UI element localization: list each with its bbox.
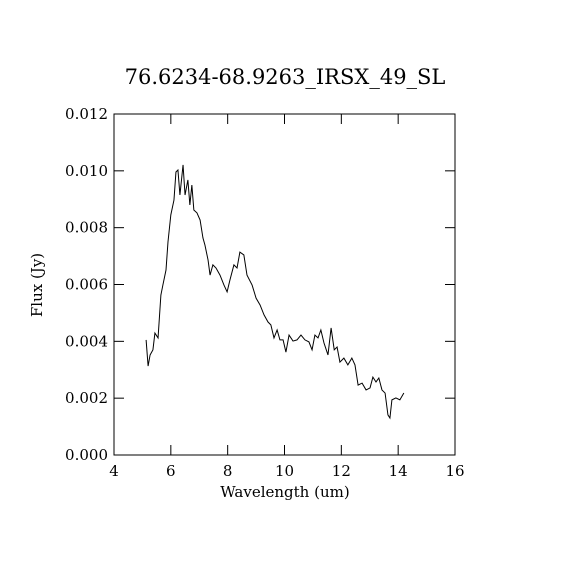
y-tick-label: 0.002 — [65, 389, 108, 407]
y-tick-label: 0.010 — [65, 162, 108, 180]
x-axis-label: Wavelength (um) — [220, 483, 349, 501]
y-tick-label: 0.004 — [65, 332, 108, 350]
x-tick-label: 8 — [223, 462, 233, 480]
y-tick-label: 0.008 — [65, 219, 108, 237]
y-tick-label: 0.012 — [65, 105, 108, 123]
chart-title: 76.6234-68.9263_IRSX_49_SL — [125, 65, 446, 89]
x-tick-label: 4 — [109, 462, 119, 480]
y-axis-label: Flux (Jy) — [28, 253, 46, 317]
x-tick-label: 12 — [332, 462, 351, 480]
x-tick-label: 6 — [166, 462, 176, 480]
x-tick-label: 14 — [389, 462, 408, 480]
x-tick-label: 16 — [445, 462, 464, 480]
y-tick-label: 0.000 — [65, 446, 108, 464]
y-tick-label: 0.006 — [65, 276, 108, 294]
spectrum-line — [145, 164, 405, 420]
x-tick-label: 10 — [275, 462, 294, 480]
